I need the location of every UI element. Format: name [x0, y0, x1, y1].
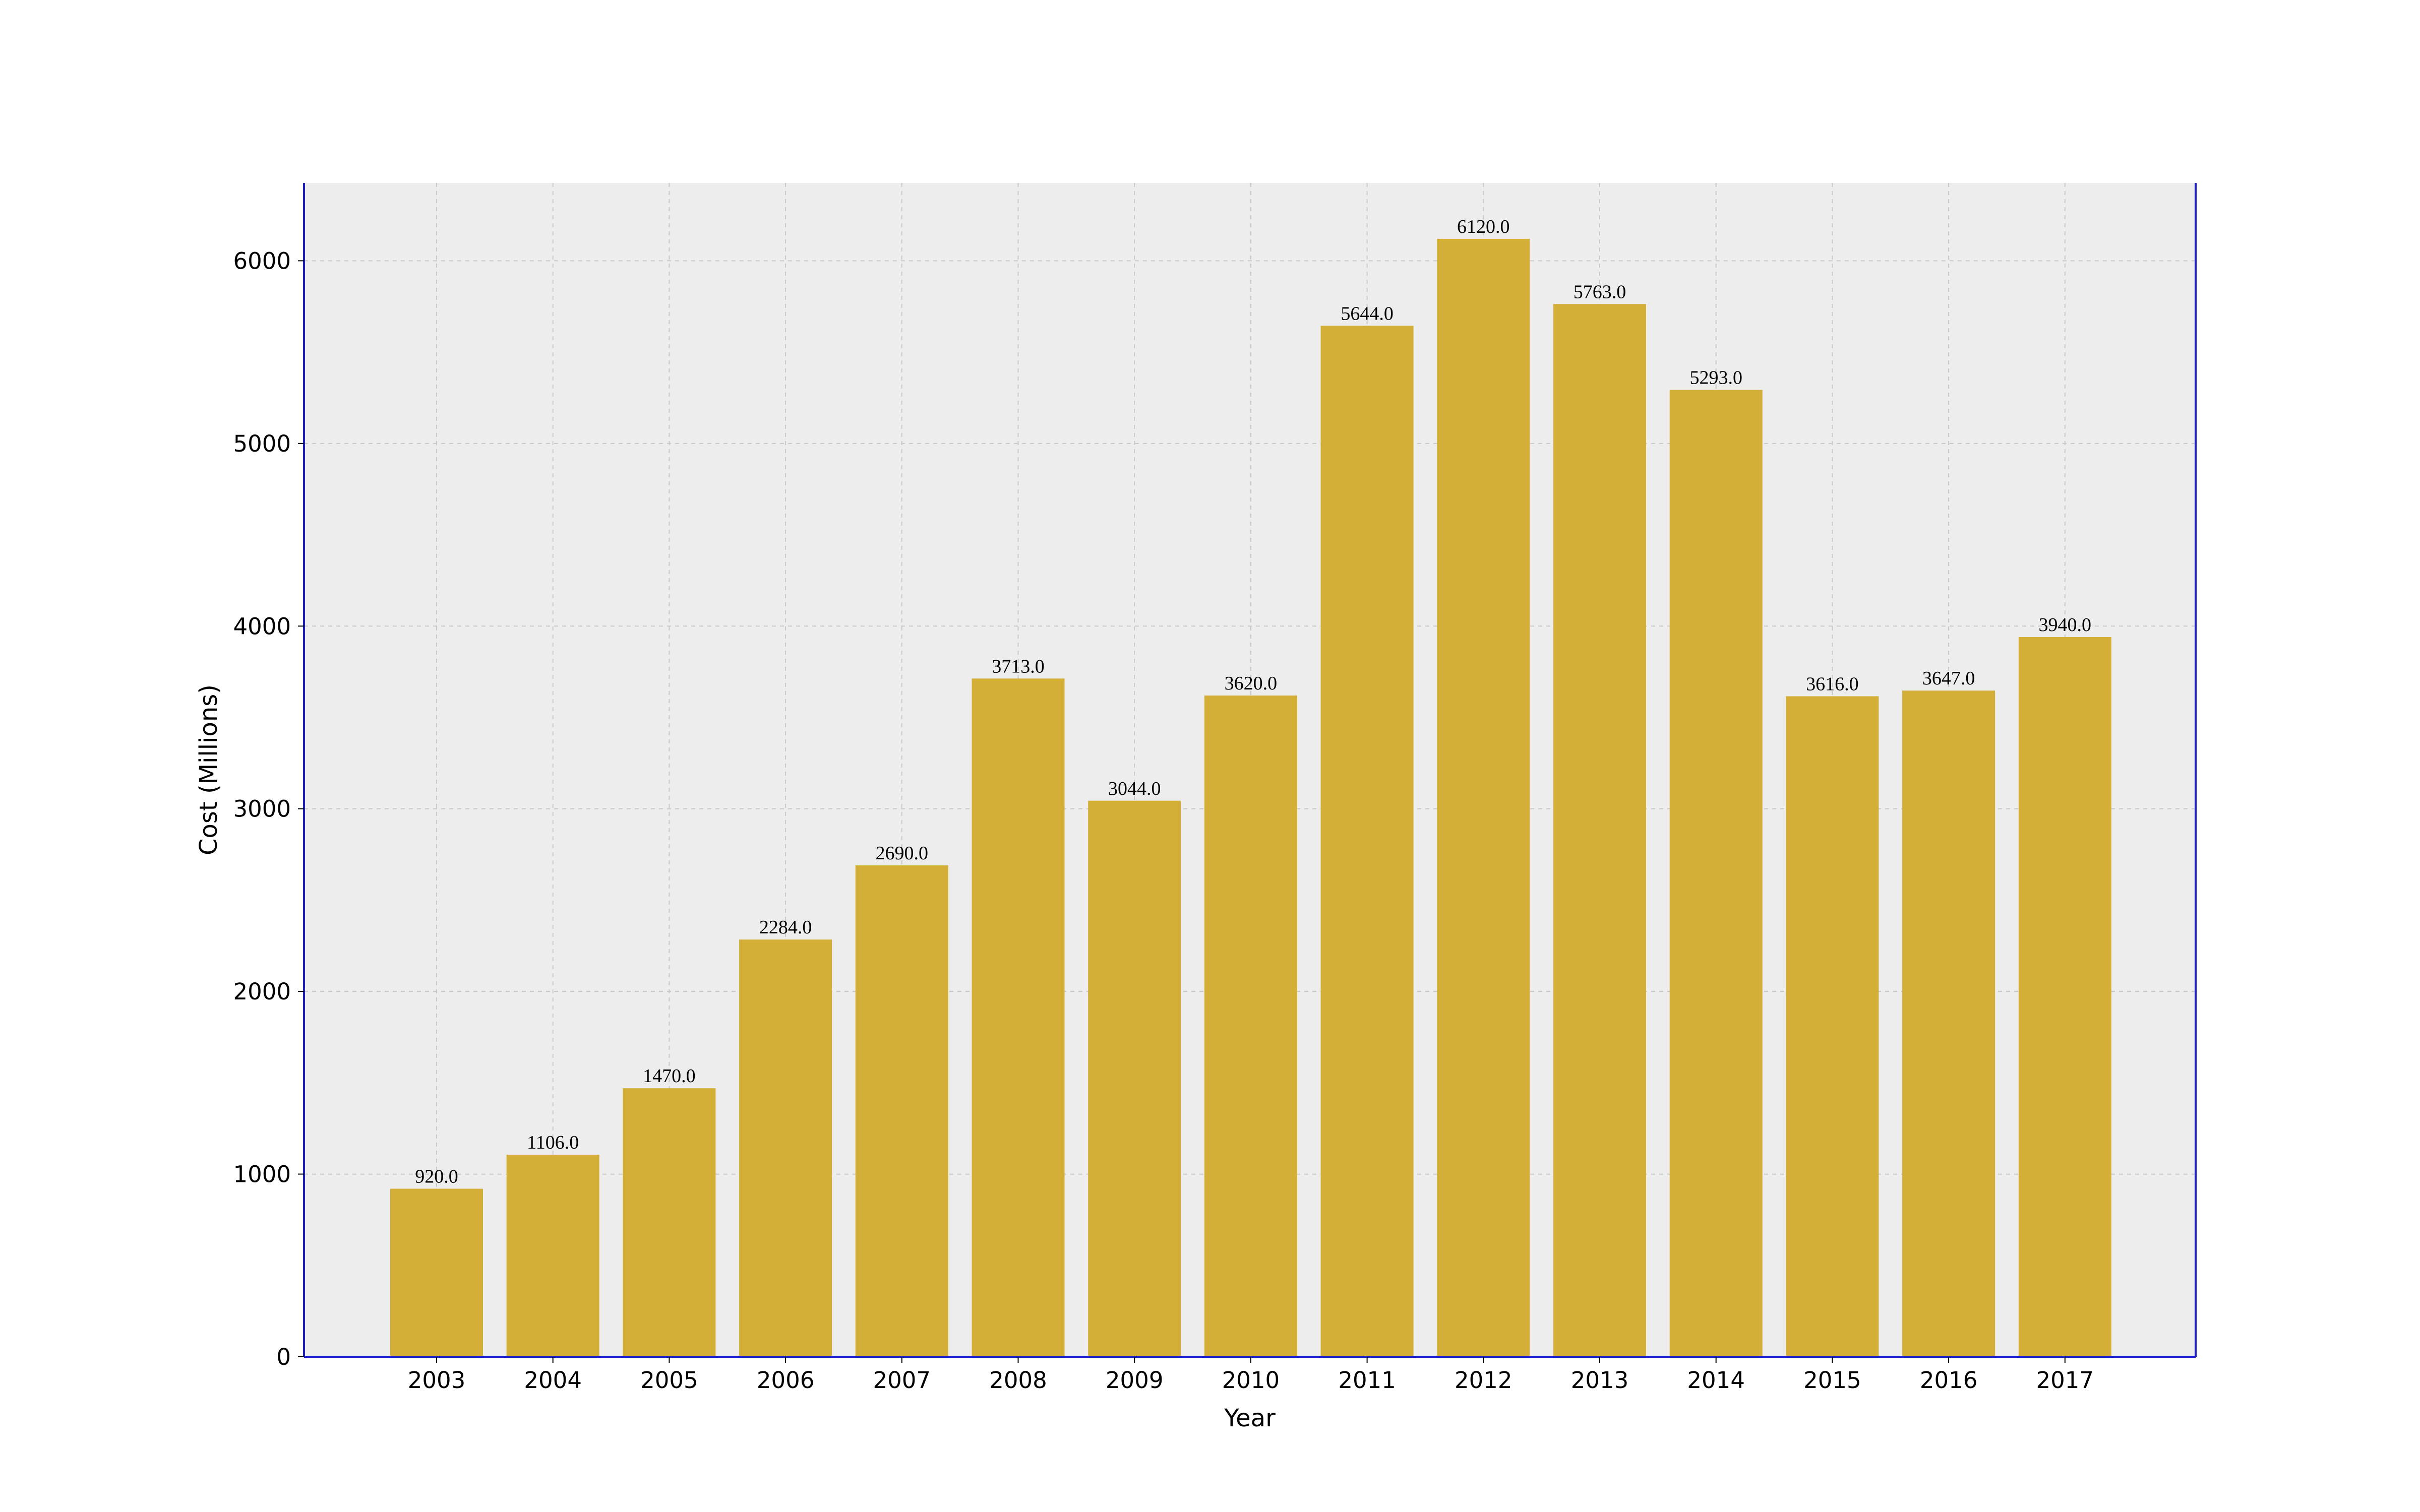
bar-value-label: 3616.0	[1806, 673, 1859, 695]
bar-2008	[972, 678, 1065, 1357]
bar-value-label: 1106.0	[527, 1132, 579, 1153]
y-tick-label: 6000	[233, 247, 291, 274]
y-tick-label: 3000	[233, 796, 291, 823]
x-axis-title: Year	[1224, 1404, 1276, 1432]
bar-value-label: 3940.0	[2039, 614, 2092, 636]
x-tick-label: 2009	[1106, 1367, 1164, 1394]
axes-layer	[303, 183, 2197, 1358]
x-tick-label: 2005	[640, 1367, 698, 1394]
bar-2017	[2018, 637, 2111, 1357]
bar-2010	[1204, 695, 1297, 1357]
y-tick-label: 1000	[233, 1161, 291, 1188]
bar-value-label: 3713.0	[992, 656, 1045, 677]
bar-value-label: 3044.0	[1108, 778, 1161, 799]
bar-2004	[506, 1155, 599, 1357]
bar-2009	[1088, 800, 1181, 1357]
bar-value-label: 5293.0	[1689, 367, 1742, 389]
bar-value-label: 2690.0	[876, 843, 929, 864]
x-tick-label: 2008	[989, 1367, 1047, 1394]
x-tick-label: 2012	[1455, 1367, 1512, 1394]
x-tick-label: 2011	[1338, 1367, 1396, 1394]
bar-2006	[739, 939, 832, 1357]
bar-value-label: 3620.0	[1225, 673, 1278, 694]
bar-2011	[1320, 326, 1414, 1357]
x-tick-label: 2006	[757, 1367, 815, 1394]
bar-value-label: 2284.0	[759, 917, 812, 938]
x-tick-label: 2010	[1222, 1367, 1280, 1394]
bar-2016	[1902, 690, 1995, 1357]
x-tick-label: 2017	[2036, 1367, 2094, 1394]
bar-value-label: 1470.0	[643, 1065, 696, 1087]
x-tick-label: 2004	[524, 1367, 582, 1394]
bar-2014	[1669, 390, 1763, 1357]
y-axis-title: Cost (Millions)	[195, 684, 223, 855]
bar-2015	[1786, 696, 1879, 1357]
x-tick-label: 2015	[1803, 1367, 1861, 1394]
x-tick-label: 2016	[1920, 1367, 1978, 1394]
tick-labels: 0 1000 2000 3000 4000 5000 6000 2003 2004 2005 200…	[233, 247, 2094, 1394]
x-tick-label: 2003	[408, 1367, 466, 1394]
y-tick-label: 4000	[233, 613, 291, 640]
bar-2003	[390, 1188, 483, 1357]
x-tick-label: 2007	[873, 1367, 931, 1394]
bar-2013	[1553, 304, 1646, 1357]
y-tick-label: 5000	[233, 430, 291, 457]
bars-layer	[390, 238, 2111, 1357]
x-tick-label: 2013	[1571, 1367, 1629, 1394]
x-tick-label: 2014	[1687, 1367, 1745, 1394]
bar-value-label: 5644.0	[1341, 303, 1394, 324]
bar-value-label: 920.0	[415, 1166, 458, 1187]
y-tick-label: 0	[276, 1344, 291, 1370]
bar-2012	[1437, 238, 1530, 1357]
bar-2007	[855, 865, 948, 1357]
bar-value-label: 5763.0	[1574, 281, 1626, 302]
y-tick-label: 2000	[233, 978, 291, 1005]
bar-value-label: 3647.0	[1922, 668, 1975, 689]
bar-value-labels: 920.0 1106.0 1470.0 2284.0 2690.0 3713.0 3044.…	[415, 216, 2091, 1187]
bar-2005	[623, 1088, 716, 1357]
bar-value-label: 6120.0	[1457, 216, 1510, 237]
